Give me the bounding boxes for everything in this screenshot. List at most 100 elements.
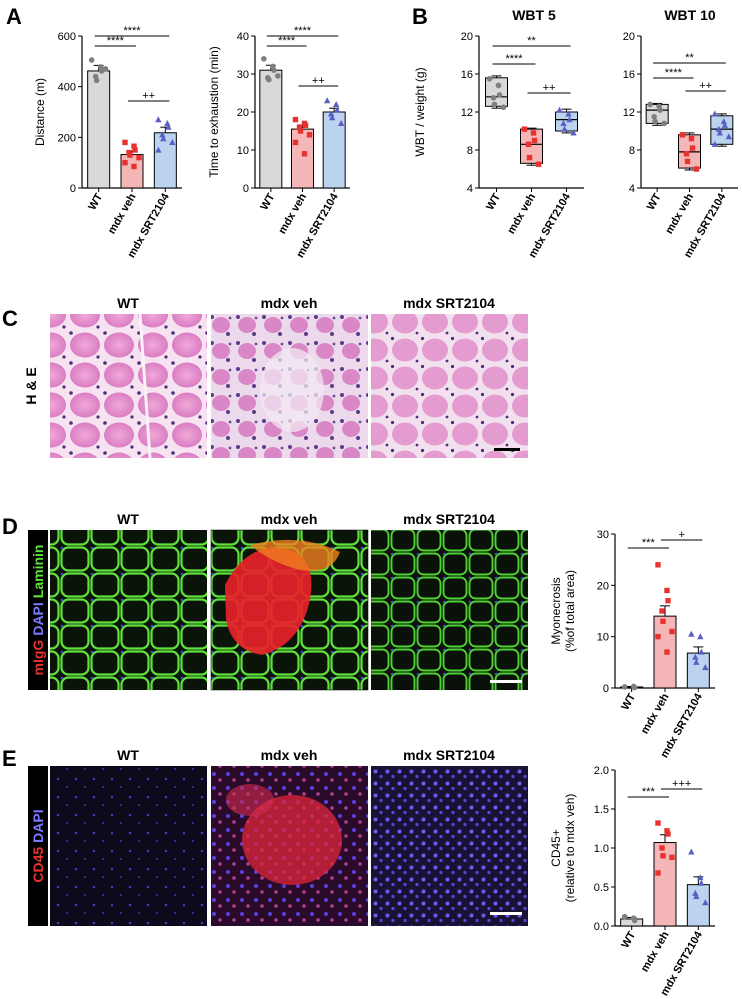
data-point <box>698 648 705 655</box>
y-tick-label: 4 <box>629 183 635 195</box>
data-point <box>655 820 661 826</box>
data-point <box>664 828 670 834</box>
data-point <box>665 598 671 604</box>
data-point <box>530 130 537 136</box>
data-point <box>683 151 690 157</box>
data-point <box>165 123 172 130</box>
data-point <box>715 125 723 132</box>
data-point <box>725 133 733 140</box>
y-tick-label: 20 <box>623 31 635 43</box>
data-point <box>652 118 658 125</box>
significance-label: **** <box>665 67 683 79</box>
data-point <box>164 120 171 126</box>
data-point <box>296 124 303 130</box>
y-tick-label: 1.5 <box>594 804 609 816</box>
data-point <box>297 128 304 134</box>
data-point <box>132 147 138 153</box>
data-point <box>122 139 128 146</box>
data-point <box>261 56 267 62</box>
significance-label: ++ <box>543 82 556 94</box>
data-point <box>266 76 272 83</box>
data-point <box>688 848 695 855</box>
x-tick-label: mdx veh <box>663 191 696 236</box>
he-image-wt <box>50 314 207 458</box>
data-point <box>521 126 528 132</box>
y-tick-label: 2.0 <box>594 765 609 777</box>
data-point <box>659 845 665 851</box>
chart-cd45: 0.0 0.5 1.0 1.5 2.0 CD45+(relative to mdx veh… <box>549 765 715 998</box>
data-point <box>525 141 532 147</box>
significance-label: +++ <box>672 778 691 790</box>
data-point <box>328 114 336 121</box>
cd45-scale-bar <box>490 912 522 915</box>
significance-label: ++ <box>312 75 325 87</box>
y-tick-label: 0.5 <box>594 882 609 894</box>
data-point <box>332 101 340 107</box>
significance-label: **** <box>294 25 312 37</box>
x-tick-label: WT <box>484 191 503 212</box>
he-image-srt <box>371 314 528 458</box>
y-axis-label: Myonecrosis(%of total area) <box>549 570 577 652</box>
data-point <box>655 562 661 568</box>
data-point <box>292 116 299 123</box>
cd45-image-wt <box>50 766 207 926</box>
panel-e: WT mdx veh mdx SRT2104 CD45 DAPI <box>28 747 528 926</box>
bar <box>291 128 314 189</box>
c-title-wt: WT <box>117 295 139 311</box>
d-label-green: Laminin <box>30 545 46 599</box>
data-point <box>570 129 577 136</box>
data-point <box>486 75 493 82</box>
significance-label: **** <box>278 35 296 47</box>
data-point <box>122 159 128 166</box>
significance-label: **** <box>123 25 141 37</box>
data-point <box>692 653 699 660</box>
data-point <box>131 163 137 170</box>
significance-label: *** <box>642 537 656 549</box>
y-tick-label: 0.0 <box>594 921 609 933</box>
data-point <box>631 917 638 924</box>
y-tick-label: 8 <box>467 145 473 157</box>
data-point <box>127 152 133 158</box>
y-axis-label: Time to exhaustion (min) <box>207 46 221 178</box>
bar <box>686 884 710 927</box>
d-label-red: mIgG <box>30 640 46 676</box>
box <box>710 115 734 145</box>
data-point <box>160 135 167 142</box>
box <box>520 128 543 164</box>
data-point <box>697 633 704 640</box>
data-point <box>711 140 719 147</box>
chart-title: WBT 10 <box>664 7 716 23</box>
data-point <box>660 618 666 624</box>
y-tick-label: 4 <box>467 183 473 195</box>
y-tick-label: 40 <box>237 31 249 43</box>
y-tick-label: 10 <box>237 145 249 157</box>
e-label-red: CD45 <box>30 847 46 883</box>
data-point <box>169 139 176 145</box>
data-point <box>271 67 277 73</box>
data-point <box>560 120 567 126</box>
y-tick-label: 20 <box>461 31 473 43</box>
data-point <box>688 135 695 142</box>
data-point <box>693 892 700 899</box>
y-tick-label: 8 <box>629 145 635 157</box>
data-point <box>669 628 675 635</box>
data-point <box>306 132 313 138</box>
y-tick-label: 12 <box>461 107 473 119</box>
y-tick-label: 20 <box>237 107 249 119</box>
he-scale-bar <box>494 448 520 451</box>
data-point <box>621 913 628 920</box>
y-tick-label: 0 <box>70 183 76 195</box>
data-point <box>292 139 299 146</box>
y-axis-label: CD45+(relative to mdx veh) <box>549 794 577 903</box>
data-point <box>684 158 691 165</box>
y-axis-label: WBT / weight (g) <box>413 67 427 156</box>
data-point <box>720 118 728 125</box>
bar <box>686 652 710 689</box>
d-row-label-bg <box>28 530 48 690</box>
bar <box>87 70 111 189</box>
data-point <box>531 137 538 144</box>
y-tick-label: 16 <box>461 69 473 81</box>
data-point <box>500 104 507 111</box>
data-point <box>491 101 498 108</box>
